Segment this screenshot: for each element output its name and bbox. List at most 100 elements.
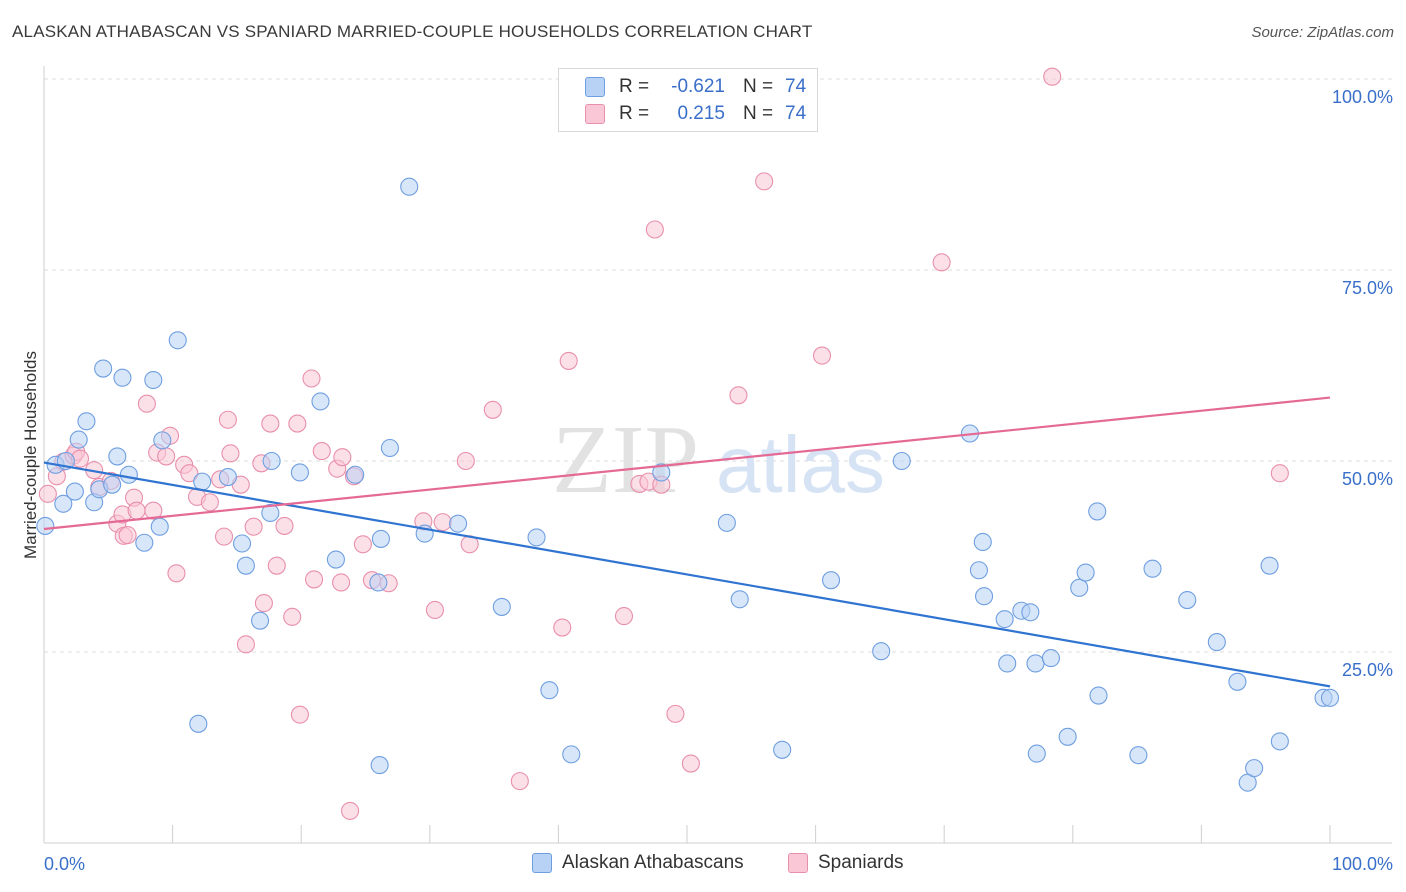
spaniard-point [425,600,444,620]
athabascan-point [311,392,330,411]
athabascan-point [232,534,252,553]
spaniard-point [200,493,219,512]
athabascan-point [153,431,172,450]
athabascan-point [103,475,122,494]
spaniard-point [614,607,634,626]
spaniard-point [214,527,234,546]
athabascan-point [113,368,132,387]
athabascan-point [995,610,1014,629]
spaniard-point [645,220,664,239]
spaniard-point [812,346,832,365]
athabascan-point [94,359,113,378]
legend-r-value: 0.215 [677,103,725,124]
athabascan-point [773,740,792,759]
spaniard-point [553,618,572,637]
athabascan-point [652,463,671,482]
athabascan-point [1270,732,1289,751]
athabascan-point [892,451,911,471]
y-tick-label: 50.0% [1342,469,1393,489]
spaniard-point [755,172,774,191]
athabascan-point [36,516,55,535]
spaniard-point [144,501,163,520]
athabascan-point [370,756,389,775]
spaniard-trend-line [43,396,1331,531]
athabascan-point [65,482,84,501]
legend-r-value: -0.621 [671,76,725,97]
correlation-legend: R = -0.621 N = 74 R = 0.215 N = 74 [558,68,818,132]
athabascan-point [144,370,163,390]
athabascan-point [119,465,138,484]
y-tick-label: 75.0% [1342,278,1393,298]
trend-lines [43,396,1331,688]
y-axis-label: Married-couple Households [21,351,40,559]
watermark-zip: ZIP [552,406,699,514]
spaniard-point [312,442,331,461]
spaniard-point [236,635,255,654]
chart-title: ALASKAN ATHABASCAN VS SPANIARD MARRIED-C… [12,22,813,41]
athabascan-point [872,642,891,661]
athabascan-point [189,714,208,733]
legend-r-label: R = [619,76,650,97]
watermark: ZIP atlas [552,406,885,514]
spaniard-point [288,414,307,433]
spaniard-point [333,448,352,467]
athabascan-point [108,447,127,466]
legend-row-athabascans: R = -0.621 N = 74 [585,74,806,100]
spaniard-point [127,501,146,520]
athabascan-point [326,550,345,569]
athabascan-point [54,494,73,513]
legend-row-spaniards: R = 0.215 N = 74 [585,101,806,127]
spaniard-point [456,451,475,471]
athabascan-point [400,177,419,196]
athabascan-point [1026,654,1045,673]
athabascan-point [492,597,511,616]
athabascan-point [1143,559,1162,578]
athabascan-point [449,514,468,533]
athabascan-point [998,654,1017,673]
athabascan-point [77,412,96,431]
athabascan-point [1076,563,1095,582]
bottom-legend-athabascans: Alaskan Athabascans [532,852,744,874]
bottom-swatch-blue [532,853,552,873]
athabascan-point [290,463,309,482]
bottom-legend-label: Spaniards [818,852,904,873]
spaniard-point [510,772,529,791]
bottom-legend-spaniards: Spaniards [788,852,904,874]
x-tick-label: 100.0% [1332,854,1393,874]
athabascan-point [262,451,281,471]
athabascan-point [135,533,154,552]
spaniard-point [218,410,237,429]
athabascan-point [717,513,736,532]
athabascan-point [261,503,280,523]
spaniard-point [167,564,186,583]
athabascan-trend-line [43,461,1331,688]
athabascan-point [1070,578,1089,597]
athabascan-point [150,517,169,536]
spaniard-point [244,517,263,536]
spaniard-point [275,516,294,535]
athabascan-point [1058,727,1077,746]
athabascan-point [1129,746,1148,765]
athabascan-point [369,573,388,592]
athabascan-point [168,331,187,350]
y-tick-label: 100.0% [1332,87,1393,107]
spaniard-point [283,607,302,626]
bottom-legend-label: Alaskan Athabascans [562,852,744,873]
legend-n-label: N = [743,76,774,97]
athabascan-point [1027,744,1046,763]
spaniard-point [302,369,321,388]
spaniard-point [341,801,360,820]
spaniard-point [261,414,280,433]
spaniard-point [559,351,578,370]
spaniard-point [180,464,199,483]
athabascan-point [973,532,992,552]
legend-swatch-pink [585,104,605,124]
athabascan-point [562,745,581,764]
athabascan-point [821,571,841,590]
legend-r-label: R = [619,103,650,124]
watermark-atlas: atlas [716,420,885,509]
source-label: Source: ZipAtlas.com [1251,24,1394,41]
athabascan-point [527,528,546,547]
athabascans-points [36,177,1340,792]
